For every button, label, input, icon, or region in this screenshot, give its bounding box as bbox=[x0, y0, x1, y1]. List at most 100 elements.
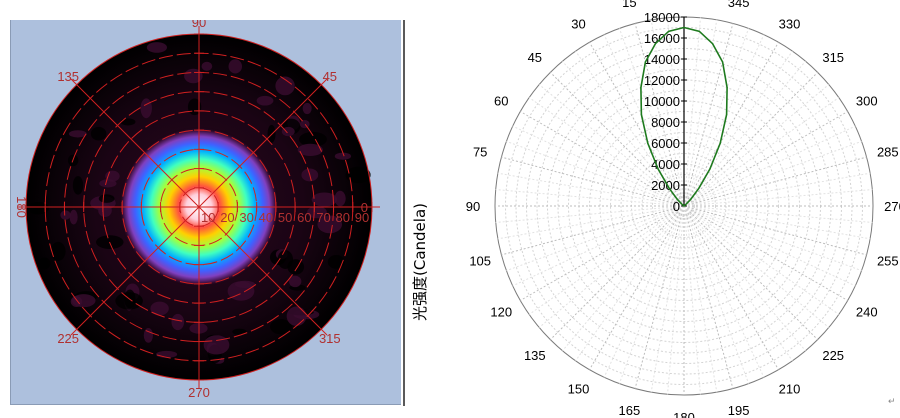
angle-tick-label: 15 bbox=[622, 0, 636, 10]
polar-spoke bbox=[550, 72, 685, 207]
polar-spoke bbox=[634, 205, 685, 389]
series-point bbox=[676, 198, 678, 200]
polar-spoke bbox=[683, 50, 793, 207]
angle-tick-labels: 0 15 30 45 60 75 90 105 120 135 150 165 180 195 210 225… bbox=[466, 0, 900, 418]
noise-blotch bbox=[232, 328, 247, 335]
series-point bbox=[668, 187, 670, 189]
polar-spoke bbox=[538, 84, 685, 207]
angle-label-225: 225 bbox=[57, 331, 79, 346]
angle-tick-label: 255 bbox=[877, 254, 899, 269]
series-point bbox=[640, 114, 643, 116]
polar-spoke bbox=[634, 23, 685, 207]
angle-tick-label: 120 bbox=[490, 305, 512, 320]
polar-spoke bbox=[538, 205, 685, 328]
polar-grid bbox=[494, 16, 874, 396]
polar-spoke bbox=[683, 17, 701, 207]
noise-blotch bbox=[146, 42, 167, 53]
polar-spoke bbox=[520, 111, 685, 207]
series-point bbox=[647, 142, 649, 144]
polar-spoke bbox=[683, 205, 856, 287]
isocandela-plot: 90 45 135 180 0 225 315 270 10 20 30 40 50 60 70 80 90 bbox=[14, 20, 380, 400]
polar-spoke bbox=[683, 72, 818, 207]
noise-blotch bbox=[68, 130, 87, 138]
angle-tick-label: 330 bbox=[779, 16, 801, 31]
noise-blotch bbox=[302, 102, 312, 115]
polar-spoke bbox=[683, 205, 873, 223]
angle-tick-label: 75 bbox=[473, 144, 487, 159]
polar-spoke bbox=[683, 205, 806, 352]
noise-blotch bbox=[299, 119, 310, 129]
angle-tick-label: 345 bbox=[728, 0, 750, 10]
polar-spoke bbox=[683, 205, 848, 301]
series-point bbox=[712, 43, 714, 45]
series-group bbox=[640, 26, 728, 208]
noise-blotch bbox=[297, 143, 323, 156]
radial-tick-label: 8000 bbox=[651, 115, 680, 130]
ring-labels: 10 20 30 40 50 60 70 80 90 bbox=[201, 210, 369, 225]
polar-spoke bbox=[683, 97, 840, 207]
noise-blotch bbox=[286, 306, 307, 327]
noise-blotch bbox=[171, 313, 185, 331]
polar-spoke bbox=[683, 205, 830, 328]
polar-spoke bbox=[683, 19, 718, 207]
series-point bbox=[657, 168, 659, 170]
polar-spoke bbox=[683, 172, 871, 207]
angle-tick-label: 180 bbox=[673, 410, 695, 418]
polar-spoke bbox=[683, 60, 806, 207]
polar-spoke bbox=[501, 156, 685, 207]
polar-spoke bbox=[497, 172, 685, 207]
ring-label-30: 30 bbox=[239, 210, 253, 225]
radial-tick-labels: 0200040006000800010000120001400016000180… bbox=[644, 10, 680, 214]
noise-blotch bbox=[334, 152, 352, 160]
radial-tick-label: 6000 bbox=[651, 136, 680, 151]
noise-blotch bbox=[287, 259, 305, 275]
noise-blotch bbox=[27, 201, 50, 215]
angle-tick-label: 90 bbox=[466, 199, 480, 214]
polar-spoke bbox=[603, 205, 685, 378]
noise-blotch bbox=[317, 215, 343, 234]
ring-label-10: 10 bbox=[201, 210, 215, 225]
grid-spoke bbox=[70, 206, 200, 336]
series-point bbox=[668, 30, 670, 32]
y-axis-label: 光强度(Candela) bbox=[411, 203, 429, 321]
angle-tick-label: 240 bbox=[856, 305, 878, 320]
series-point bbox=[725, 114, 728, 116]
polar-spoke bbox=[683, 205, 701, 395]
grid-spoke bbox=[198, 206, 328, 336]
ring-label-70: 70 bbox=[316, 210, 330, 225]
noise-blotch bbox=[120, 118, 136, 126]
noise-blotch bbox=[345, 166, 371, 184]
polar-spoke bbox=[683, 28, 750, 207]
radial-tick-label: 12000 bbox=[644, 73, 680, 88]
angle-label-90: 90 bbox=[192, 20, 206, 30]
angle-tick-label: 225 bbox=[822, 348, 844, 363]
polar-spoke bbox=[683, 205, 871, 240]
polar-spoke bbox=[528, 205, 685, 315]
series-point bbox=[698, 30, 700, 32]
angle-tick-label: 195 bbox=[728, 403, 750, 418]
angle-label-315: 315 bbox=[319, 331, 341, 346]
series-point bbox=[685, 204, 687, 206]
polar-spoke bbox=[683, 205, 750, 384]
polar-spoke bbox=[683, 23, 734, 207]
polar-spoke bbox=[562, 60, 685, 207]
polar-spoke bbox=[589, 42, 685, 207]
noise-blotch bbox=[70, 296, 83, 307]
noise-blotch bbox=[299, 131, 327, 147]
angle-label-0: 0 bbox=[361, 200, 368, 215]
noise-blotch bbox=[184, 68, 203, 84]
series-point bbox=[719, 142, 721, 144]
polar-spoke bbox=[683, 34, 765, 207]
radial-tick-label: 2000 bbox=[651, 178, 680, 193]
noise-blotch bbox=[311, 192, 338, 207]
polar-spoke bbox=[495, 205, 685, 223]
noise-blotch bbox=[60, 210, 71, 220]
ring-label-40: 40 bbox=[259, 210, 273, 225]
angle-label-135: 135 bbox=[57, 69, 79, 84]
angle-label-270: 270 bbox=[188, 385, 210, 400]
polar-spoke bbox=[575, 50, 685, 207]
noise-blotch bbox=[334, 190, 346, 207]
angle-tick-label: 45 bbox=[528, 50, 542, 65]
noise-blotch bbox=[270, 319, 292, 335]
noise-blotch bbox=[228, 59, 243, 74]
